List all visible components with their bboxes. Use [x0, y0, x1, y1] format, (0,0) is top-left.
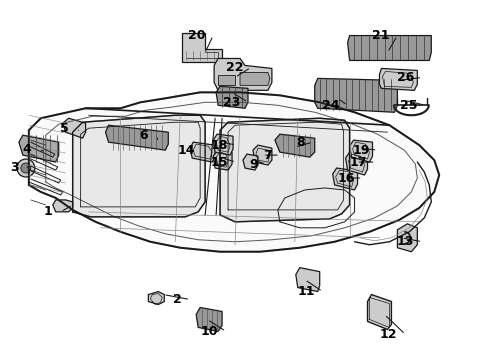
Polygon shape: [274, 134, 314, 157]
Polygon shape: [397, 224, 416, 252]
Polygon shape: [349, 140, 372, 162]
Polygon shape: [345, 152, 367, 175]
Text: 11: 11: [297, 285, 314, 298]
Polygon shape: [53, 200, 73, 212]
Text: 24: 24: [322, 99, 339, 112]
Polygon shape: [252, 145, 271, 165]
Text: 26: 26: [396, 71, 413, 84]
Text: 6: 6: [140, 129, 148, 142]
Text: 3: 3: [10, 161, 19, 174]
Text: 23: 23: [222, 96, 240, 109]
Text: 17: 17: [349, 156, 367, 168]
Polygon shape: [196, 307, 222, 332]
Polygon shape: [295, 268, 319, 292]
Text: 2: 2: [173, 293, 182, 306]
Polygon shape: [367, 294, 390, 329]
Polygon shape: [240, 72, 269, 85]
Polygon shape: [148, 292, 164, 305]
Polygon shape: [347, 36, 430, 60]
Polygon shape: [379, 68, 416, 90]
Polygon shape: [29, 92, 438, 252]
Polygon shape: [314, 78, 397, 112]
Text: 19: 19: [351, 144, 369, 157]
Text: 18: 18: [210, 139, 227, 152]
Text: 22: 22: [225, 61, 243, 74]
Text: 7: 7: [263, 149, 271, 162]
Polygon shape: [190, 142, 215, 162]
Text: 4: 4: [22, 143, 31, 156]
Text: 21: 21: [371, 29, 388, 42]
Text: 12: 12: [379, 328, 397, 341]
Text: 13: 13: [396, 235, 413, 248]
Polygon shape: [332, 168, 357, 190]
Polygon shape: [214, 58, 271, 90]
Polygon shape: [213, 134, 233, 155]
Text: 20: 20: [187, 29, 205, 42]
Polygon shape: [243, 154, 258, 170]
Text: 16: 16: [337, 171, 354, 185]
Circle shape: [17, 159, 35, 177]
Polygon shape: [182, 32, 222, 62]
Text: 8: 8: [296, 136, 304, 149]
Polygon shape: [19, 135, 59, 162]
Polygon shape: [105, 125, 168, 150]
Polygon shape: [62, 118, 85, 138]
Circle shape: [21, 163, 31, 173]
Text: 25: 25: [399, 99, 416, 112]
Text: 9: 9: [249, 158, 258, 171]
Text: 1: 1: [44, 205, 53, 219]
Polygon shape: [216, 86, 247, 108]
Polygon shape: [218, 75, 235, 85]
Text: 5: 5: [60, 122, 68, 135]
Polygon shape: [220, 118, 349, 222]
Text: 15: 15: [210, 156, 227, 168]
Text: 14: 14: [177, 144, 195, 157]
Polygon shape: [73, 115, 205, 217]
Text: 10: 10: [200, 325, 218, 338]
Polygon shape: [213, 150, 232, 170]
